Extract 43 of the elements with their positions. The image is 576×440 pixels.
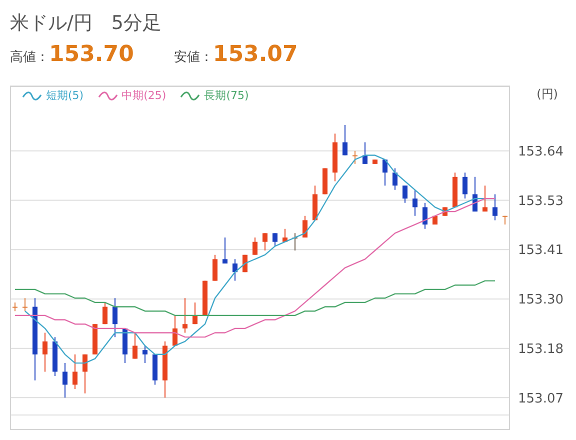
candlestick [262, 232, 268, 251]
candlestick [212, 254, 218, 282]
candlestick [272, 232, 278, 247]
text: 安値： [174, 49, 213, 66]
text: 153.70 [49, 42, 134, 67]
candlestick [252, 237, 258, 256]
candlestick [422, 202, 428, 230]
y-tick-label: 153.18 [518, 342, 564, 357]
candlestick [42, 332, 48, 372]
y-tick-label: 153.41 [518, 243, 564, 258]
candlestick [132, 332, 138, 360]
candlestick [392, 168, 398, 190]
candlestick [232, 258, 238, 282]
candlestick [462, 172, 468, 200]
candlestick [342, 124, 348, 156]
candlestick [352, 150, 358, 164]
y-tick-label: 153.07 [518, 391, 564, 406]
candlestick [22, 298, 28, 312]
candlestick [482, 185, 488, 212]
candlestick [112, 298, 118, 338]
y-tick-label: 153.30 [518, 292, 564, 308]
text: 高値： [10, 49, 49, 66]
candlestick [382, 159, 388, 186]
candlestick [412, 189, 418, 216]
candlestick [182, 298, 188, 334]
candlestick [102, 302, 108, 325]
candlestick [192, 302, 198, 325]
candlestick [402, 185, 408, 204]
candlestick [62, 362, 68, 398]
text: 153.07 [212, 42, 298, 67]
candlestick [142, 345, 148, 364]
legend-label: 短期(5) [46, 88, 84, 103]
candlestick [222, 237, 228, 264]
y-tick-label: 153.64 [518, 144, 564, 160]
candlestick [82, 354, 88, 394]
legend-label: 長期(75) [204, 88, 249, 103]
candlestick [362, 142, 368, 164]
candlestick [72, 354, 78, 390]
candlestick [492, 194, 498, 221]
chart-title: 米ドル/円 5分足 [9, 11, 162, 36]
y-tick-label: 153.53 [518, 194, 564, 209]
y-axis-title: (円) [536, 86, 558, 103]
legend-label: 中期(25) [122, 88, 166, 103]
